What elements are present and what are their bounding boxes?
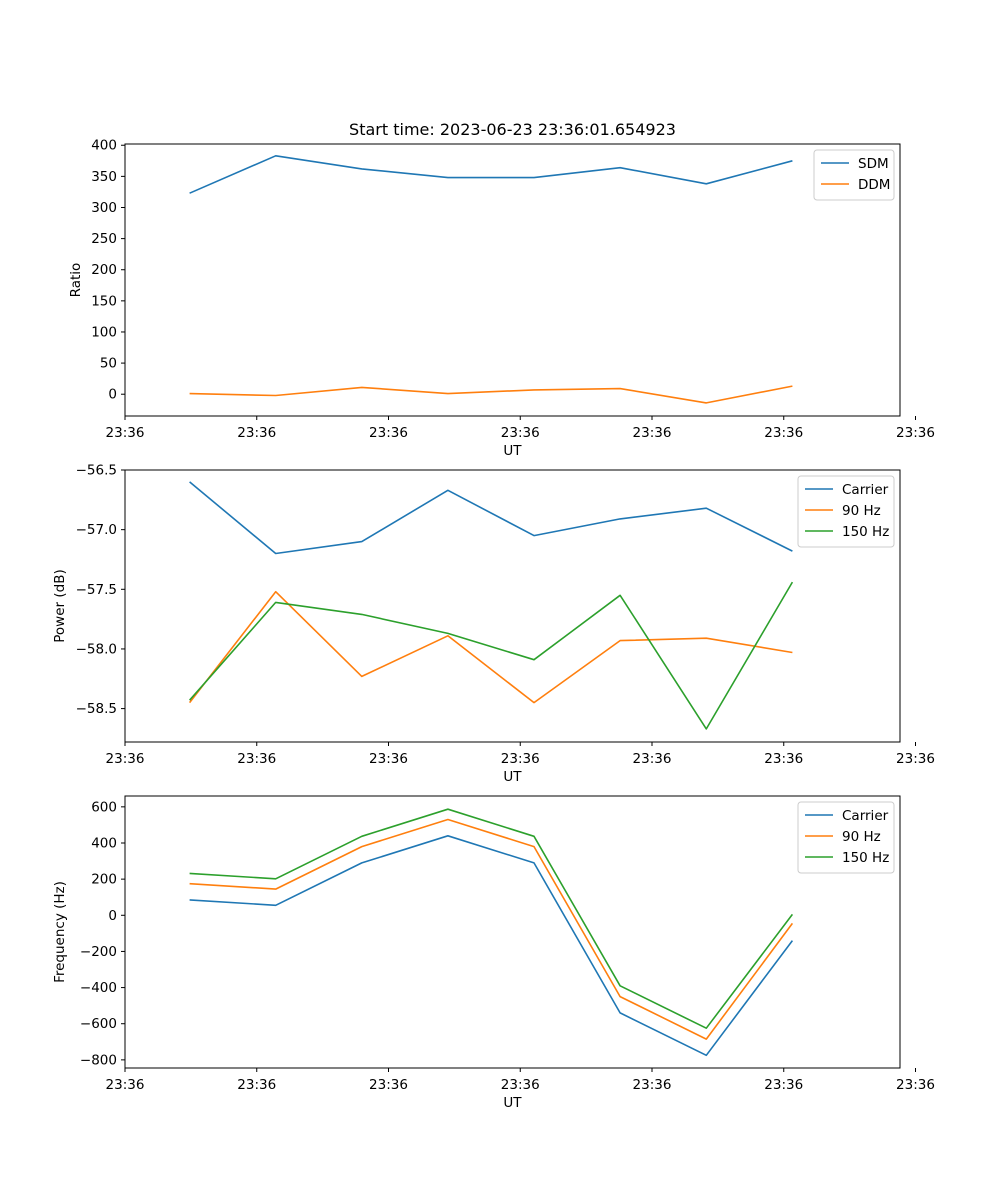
x-tick-label: 23:36 bbox=[764, 751, 803, 767]
legend: Carrier 90 Hz 150 Hz bbox=[797, 475, 895, 548]
legend-label: 150 Hz bbox=[842, 850, 889, 866]
y-tick-label: −200 bbox=[80, 944, 117, 960]
x-axis-label: UT bbox=[503, 769, 522, 785]
y-tick-label: 400 bbox=[91, 835, 117, 851]
x-tick-label: 23:36 bbox=[237, 425, 276, 441]
plot-frame bbox=[124, 143, 901, 417]
x-tick-label: 23:36 bbox=[237, 751, 276, 767]
y-tick-label: −600 bbox=[80, 1016, 117, 1032]
y-axis-label: Frequency (Hz) bbox=[52, 881, 68, 983]
y-tick-label: 200 bbox=[91, 262, 117, 278]
x-tick-label: 23:36 bbox=[633, 425, 672, 441]
series-line-ddm bbox=[189, 385, 793, 404]
x-tick-label: 23:36 bbox=[106, 1077, 145, 1093]
x-tick-label: 23:36 bbox=[633, 751, 672, 767]
chart-panel-2: −58.5 −58.0 −57.5 −57.0 −56.5 23:36 23:36 23:36… bbox=[52, 463, 935, 786]
y-tick-label: −57.0 bbox=[76, 522, 117, 538]
y-tick-label: 400 bbox=[91, 138, 117, 154]
x-tick-label: 23:36 bbox=[369, 1077, 408, 1093]
y-tick-label: −56.5 bbox=[76, 463, 117, 479]
x-tick-label: 23:36 bbox=[106, 425, 145, 441]
legend-label: Carrier bbox=[842, 808, 889, 824]
chart-panel-3: −800 −600 −400 −200 0 200 400 600 23:36 23:36 23:3… bbox=[52, 795, 935, 1111]
legend-label: 90 Hz bbox=[842, 503, 881, 519]
legend-box bbox=[797, 801, 895, 874]
x-tick-label: 23:36 bbox=[896, 425, 935, 441]
legend-label: Carrier bbox=[842, 482, 889, 498]
y-tick-label: −58.0 bbox=[76, 641, 117, 657]
y-tick-label: 250 bbox=[91, 231, 117, 247]
x-tick-label: 23:36 bbox=[896, 1077, 935, 1093]
y-tick-label: 200 bbox=[91, 872, 117, 888]
y-axis-label: Ratio bbox=[68, 263, 84, 298]
y-tick-label: 100 bbox=[91, 324, 117, 340]
chart-title: Start time: 2023-06-23 23:36:01.654923 bbox=[349, 120, 676, 139]
y-tick-label: −58.5 bbox=[76, 701, 117, 717]
plot-frame bbox=[124, 795, 901, 1069]
x-tick-label: 23:36 bbox=[369, 425, 408, 441]
y-tick-label: 0 bbox=[108, 387, 117, 403]
x-tick-label: 23:36 bbox=[501, 1077, 540, 1093]
series-line-90-hz bbox=[188, 590, 793, 704]
y-axis-label: Power (dB) bbox=[52, 569, 68, 642]
x-tick-label: 23:36 bbox=[106, 751, 145, 767]
series-line-150-hz bbox=[188, 581, 794, 730]
y-tick-label: 0 bbox=[108, 908, 117, 924]
x-axis-label: UT bbox=[503, 1095, 522, 1111]
legend-box bbox=[797, 475, 895, 548]
legend-label: 150 Hz bbox=[842, 524, 889, 540]
x-tick-label: 23:36 bbox=[764, 425, 803, 441]
series-line-150-hz bbox=[189, 808, 794, 1029]
y-tick-label: 50 bbox=[100, 356, 117, 372]
y-tick-label: 150 bbox=[91, 293, 117, 309]
legend-label: 90 Hz bbox=[842, 829, 881, 845]
x-tick-label: 23:36 bbox=[633, 1077, 672, 1093]
plot-frame bbox=[124, 469, 901, 743]
legend-label: DDM bbox=[858, 177, 890, 193]
x-tick-label: 23:36 bbox=[369, 751, 408, 767]
y-tick-label: 350 bbox=[91, 169, 117, 185]
legend: SDM DDM bbox=[813, 149, 895, 201]
x-axis-label: UT bbox=[503, 443, 522, 459]
series-line-90-hz bbox=[189, 818, 794, 1040]
series-line-sdm bbox=[189, 155, 793, 194]
y-tick-label: −57.5 bbox=[76, 582, 117, 598]
y-tick-label: −400 bbox=[80, 980, 117, 996]
y-tick-label: 300 bbox=[91, 200, 117, 216]
x-tick-label: 23:36 bbox=[896, 751, 935, 767]
y-tick-label: −800 bbox=[80, 1052, 117, 1068]
x-tick-label: 23:36 bbox=[237, 1077, 276, 1093]
legend: Carrier 90 Hz 150 Hz bbox=[797, 801, 895, 874]
x-tick-label: 23:36 bbox=[501, 425, 540, 441]
legend-label: SDM bbox=[858, 156, 889, 172]
chart-panel-1: Start time: 2023-06-23 23:36:01.654923 0 5… bbox=[68, 120, 935, 459]
series-line-carrier bbox=[189, 481, 793, 555]
x-tick-label: 23:36 bbox=[764, 1077, 803, 1093]
x-tick-label: 23:36 bbox=[501, 751, 540, 767]
series-line-carrier bbox=[189, 834, 794, 1057]
y-tick-label: 600 bbox=[91, 799, 117, 815]
